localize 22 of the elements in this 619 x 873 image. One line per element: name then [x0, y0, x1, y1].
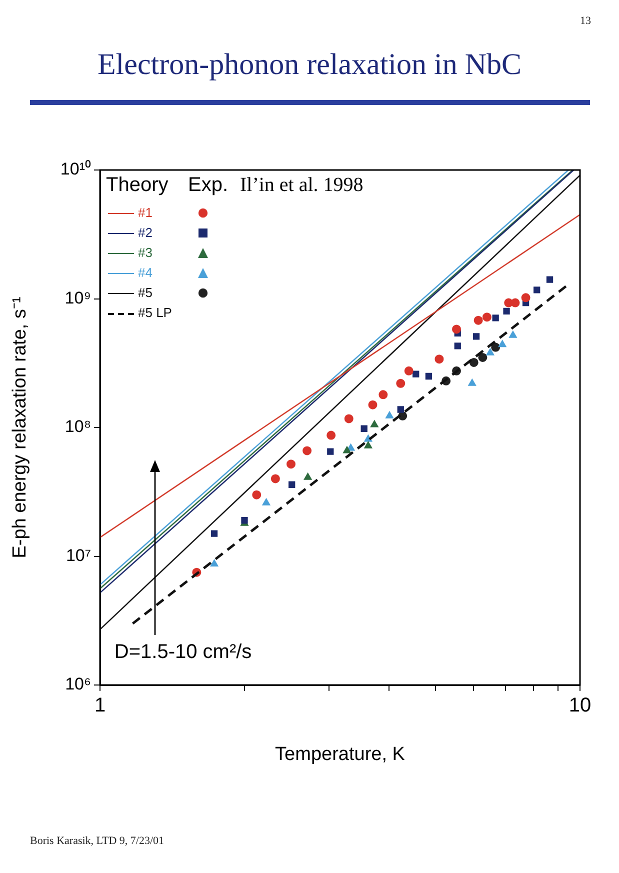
y-tick-label: 10⁸	[64, 417, 91, 436]
legend-label: #3	[138, 245, 152, 260]
legend-label: #5	[138, 285, 152, 300]
x-tick-label: 1	[94, 694, 106, 717]
text: 13	[580, 15, 591, 27]
legend-label: #5 LP	[138, 305, 172, 320]
y-tick-label: 10¹⁰	[60, 160, 91, 179]
x-tick-label: 10	[568, 694, 592, 717]
legend-title: Theory	[106, 174, 168, 197]
annotation: D=1.5-10 cm²/s	[114, 641, 252, 664]
annotation: Exp.	[188, 174, 228, 197]
legend-label: #4	[138, 265, 152, 280]
annotation: Il’in et al. 1998	[240, 174, 364, 197]
text: Boris Karasik, LTD 9, 7/23/01	[30, 835, 164, 847]
legend-label: #1	[138, 205, 152, 220]
legend-label: #2	[138, 225, 152, 240]
x-axis-title: Temperature, K	[275, 744, 406, 765]
y-tick-label: 10⁷	[66, 546, 91, 565]
y-tick-label: 10⁶	[65, 674, 91, 694]
y-axis-title: E-ph energy relaxation rate, s⁻¹	[10, 296, 31, 558]
chart-title: Electron-phonon relaxation in NbC	[96, 48, 523, 82]
y-tick-label: 10⁹	[64, 288, 91, 308]
